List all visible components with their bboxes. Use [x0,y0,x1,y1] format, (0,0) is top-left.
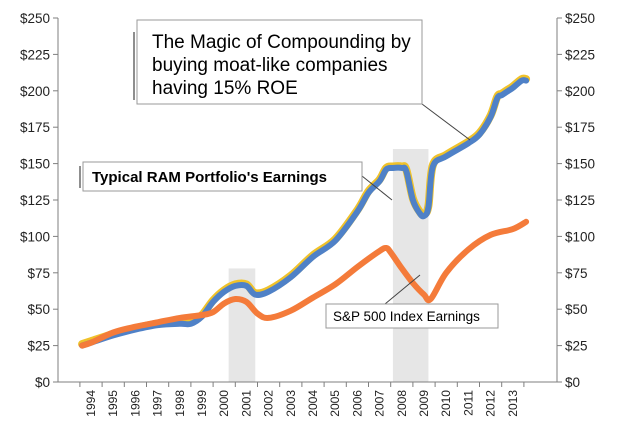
left-tick-label: $175 [20,120,50,135]
x-tick-label: 1997 [151,390,165,417]
x-axis: 1994 1995 1996 1997 1998 1999 2000 2001 2002 2003… [79,382,525,417]
sp-callout-line [384,274,421,305]
x-tick-label: 2008 [395,390,409,417]
right-y-axis: $0 $25 $50 $75 $100 $125 $150 $175 $200 $225 $250 [557,11,595,390]
ram-label-box [82,161,363,192]
chart-title-line: buying moat-like companies [152,55,388,76]
right-tick-label: $125 [565,193,595,208]
x-tick-label: 1999 [195,390,209,417]
x-tick-label: 1995 [106,390,120,417]
title-box [136,19,423,105]
x-tick-label: 2013 [506,390,520,417]
left-tick-label: $0 [35,375,50,390]
x-tick-label: 2000 [217,390,231,417]
x-tick-label: 1994 [84,390,98,417]
x-tick-label: 2003 [284,390,298,417]
x-tick-label: 2006 [350,390,364,417]
x-tick-label: 2005 [328,390,342,417]
x-tick-label: 2004 [306,390,320,417]
x-tick-label: 2009 [417,390,431,417]
x-tick-label: 2002 [262,390,276,417]
x-tick-label: 2011 [461,390,475,416]
right-tick-label: $75 [565,266,588,281]
sp500-series-label: S&P 500 Index Earnings [333,309,480,324]
right-tick-label: $50 [565,302,588,317]
series-ram-portfolio-line [79,77,530,349]
left-tick-label: $225 [20,47,50,62]
left-tick-label: $100 [20,229,50,244]
right-tick-label: $200 [565,84,595,99]
x-tick-label: 2007 [373,390,387,417]
title-callout-line [421,103,471,141]
x-tick-label: 2012 [484,390,498,417]
x-tick-label: 1996 [128,390,142,417]
x-tick-label: 2010 [439,390,453,417]
left-tick-label: $25 [27,339,50,354]
series-sp500-line [79,218,530,349]
right-tick-label: $0 [565,375,580,390]
x-tick-label: 2001 [239,390,253,417]
ram-callout-line [361,175,393,201]
right-tick-label: $250 [565,11,595,26]
left-y-axis: $0 $25 $50 $75 $100 $125 $150 $175 $200 $225 $250 [20,11,58,390]
left-tick-label: $150 [20,157,50,172]
right-tick-label: $225 [565,47,595,62]
left-tick-label: $50 [27,302,50,317]
chart-title-line: having 15% ROE [152,78,298,99]
right-tick-label: $175 [565,120,595,135]
right-tick-label: $100 [565,229,595,244]
left-tick-label: $125 [20,193,50,208]
right-tick-label: $150 [565,157,595,172]
x-tick-label: 1998 [173,390,187,417]
ram-series-label: Typical RAM Portfolio's Earnings [92,169,327,186]
right-tick-label: $25 [565,339,588,354]
sp-label-box [325,303,499,329]
series-layer [78,74,531,349]
chart-title-line: The Magic of Compounding by [152,32,411,53]
left-tick-label: $75 [27,266,50,281]
left-tick-label: $250 [20,11,50,26]
left-tick-label: $200 [20,84,50,99]
